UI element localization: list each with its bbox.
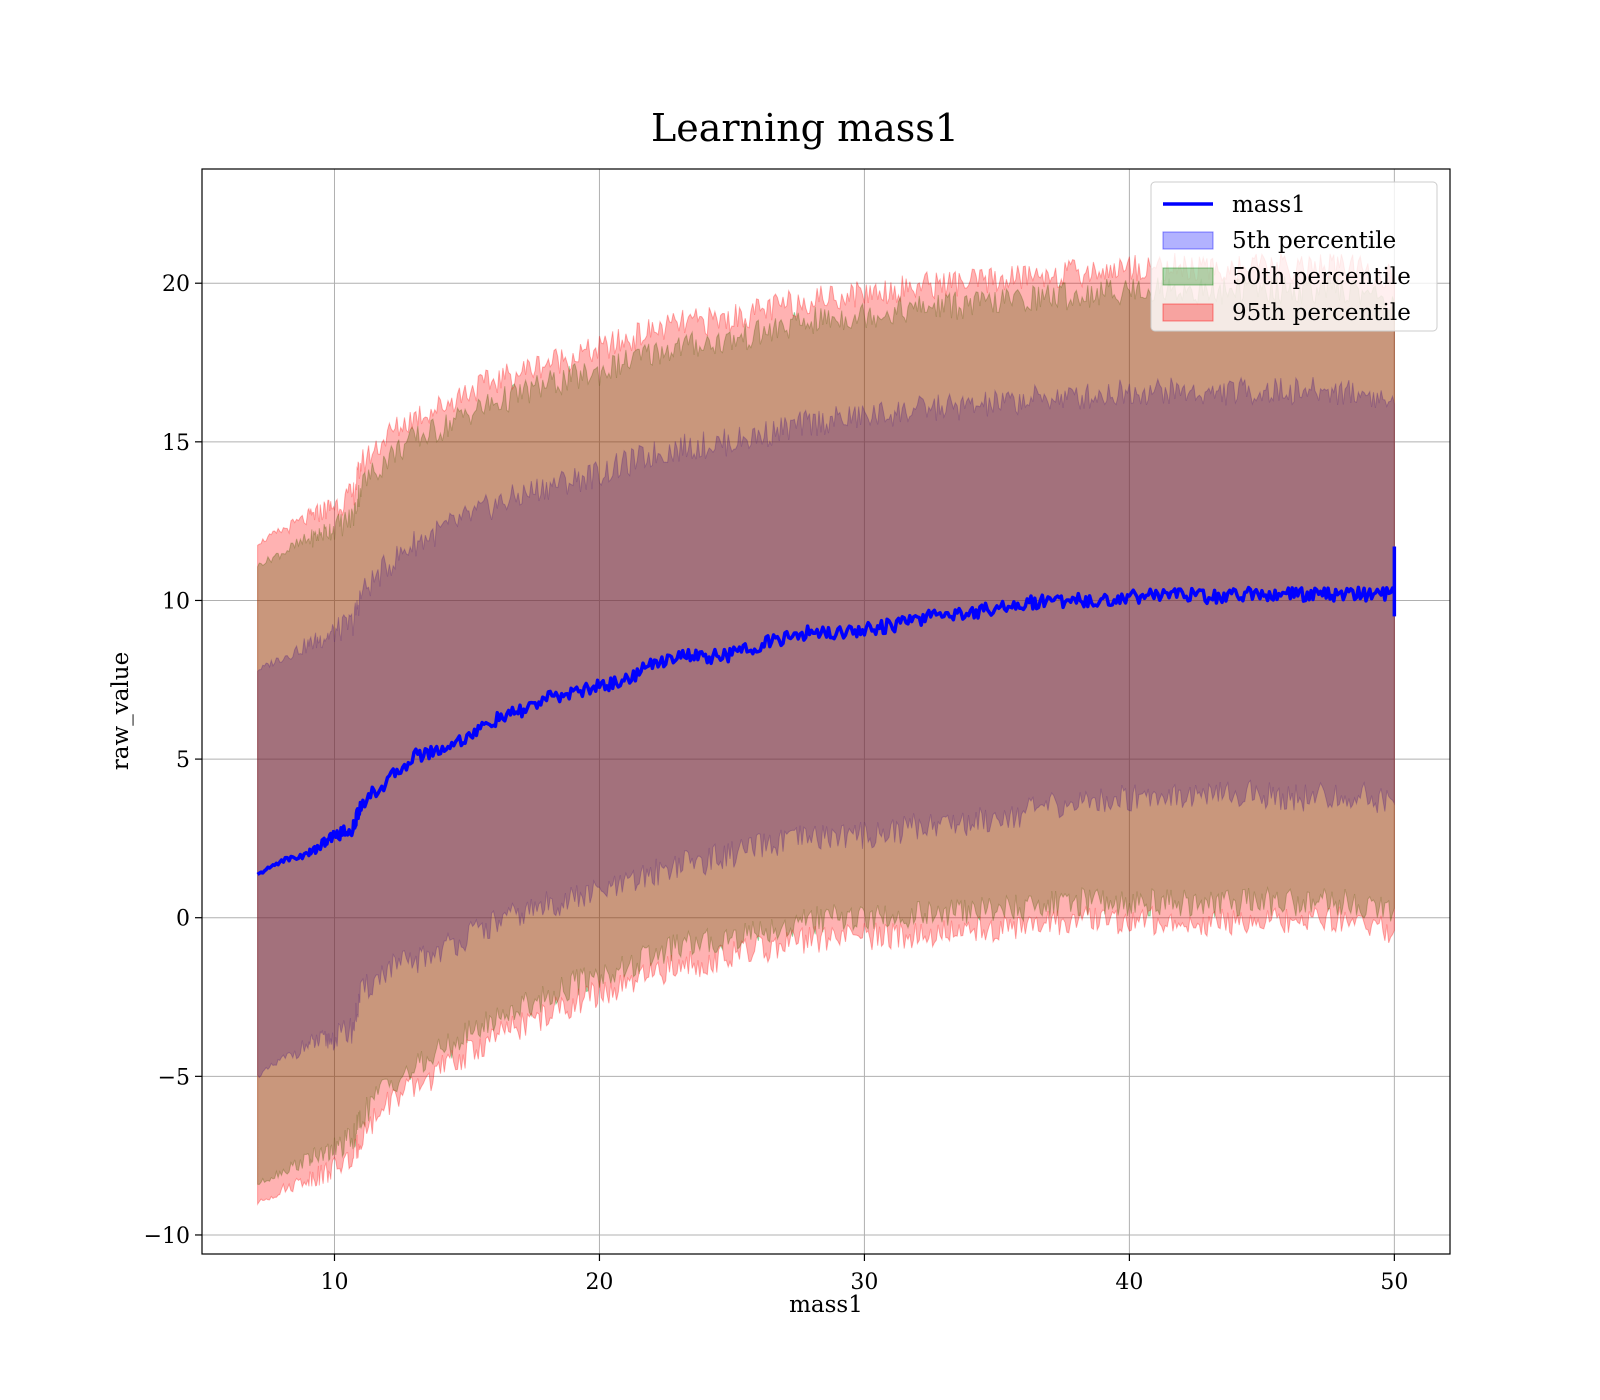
legend-label: mass1: [1232, 192, 1306, 218]
legend-entry-95th-percentile: 95th percentile: [1162, 300, 1411, 326]
y-axis-ticks: −10 −5 0 5 10 15 20: [144, 272, 202, 1249]
legend-label: 5th percentile: [1232, 228, 1396, 254]
x-tick-label: 30: [850, 1270, 878, 1295]
x-axis-label: mass1: [789, 1292, 863, 1318]
grid: [202, 169, 1450, 1254]
plot-background: [202, 169, 1450, 1254]
y-tick-label: 5: [176, 748, 190, 773]
legend-entry-5th-percentile: 5th percentile: [1162, 228, 1396, 254]
x-tick-label: 40: [1115, 1270, 1143, 1295]
y-tick-label: −10: [144, 1224, 190, 1249]
band-95th-percentile: [257, 252, 1395, 1206]
y-tick-label: 10: [162, 589, 190, 614]
x-tick-label: 50: [1380, 1270, 1408, 1295]
legend-entry-50th-percentile: 50th percentile: [1162, 264, 1411, 290]
plot-frame: [201, 168, 1451, 1255]
legend-swatch-patch: [1162, 231, 1214, 250]
legend-swatch-patch: [1162, 267, 1214, 286]
chart-title: Learning mass1: [651, 106, 959, 150]
legend-label: 95th percentile: [1232, 300, 1411, 326]
y-tick-label: 20: [162, 272, 190, 297]
plot-area: [201, 168, 1451, 1255]
legend-entry-mass1: mass1: [1163, 192, 1306, 218]
legend: mass1 5th percentile 50th percentile 95th p…: [1150, 181, 1438, 332]
series-lines: [256, 546, 1397, 876]
y-tick-label: 0: [176, 907, 190, 932]
legend-swatch-patch: [1162, 303, 1214, 322]
legend-label: 50th percentile: [1232, 264, 1411, 290]
x-axis-ticks: 10 20 30 40 50: [320, 1254, 1408, 1295]
line-mass1: [256, 585, 1397, 876]
y-axis-label: raw_value: [108, 652, 134, 770]
y-tick-label: 15: [162, 431, 190, 456]
x-tick-label: 20: [585, 1270, 613, 1295]
x-tick-label: 10: [320, 1270, 348, 1295]
y-tick-label: −5: [158, 1065, 190, 1090]
percentile-bands: [257, 252, 1395, 1206]
band-50th-percentile: [257, 274, 1395, 1186]
legend-box: [1150, 181, 1438, 332]
band-5th-percentile: [257, 376, 1395, 1079]
